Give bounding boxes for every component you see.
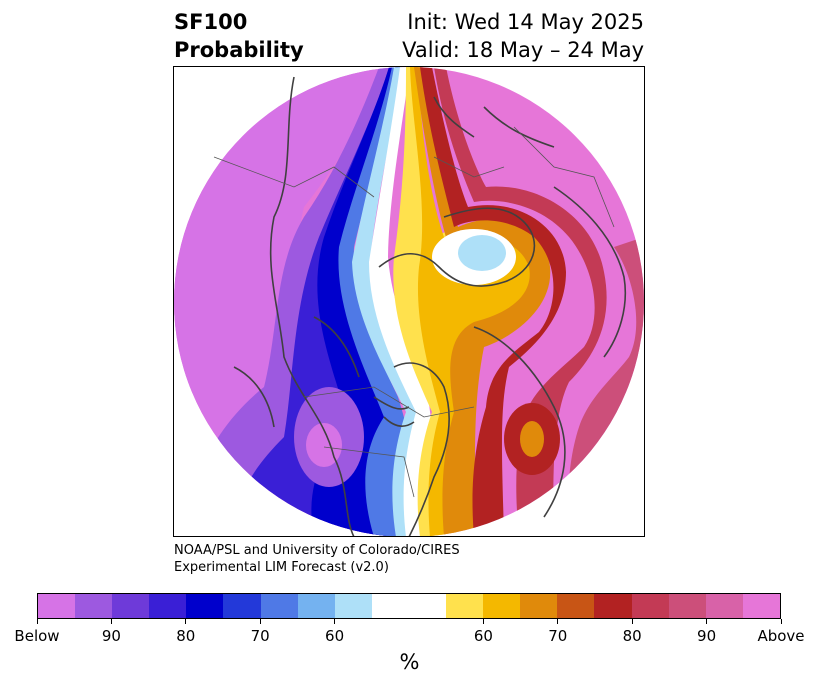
colorbar-swatch [705,594,743,618]
field-east-core [520,421,544,457]
field-above-80 [420,67,566,536]
variable-label: SF100 [174,10,248,34]
colorbar-swatch [223,594,261,618]
field-neutral [369,67,434,536]
colorbar-swatch [75,594,113,618]
colorbar-tick-label: 60 [473,627,493,645]
colorbar-tick [780,619,782,624]
map-canvas [174,67,644,536]
credit-line-1: NOAA/PSL and University of Colorado/CIRE… [174,543,460,558]
colorbar-tick-label: 80 [622,627,642,645]
colorbar-tick-label: 60 [325,627,345,645]
colorbar-swatch [483,594,521,618]
colorbar-swatch [594,594,632,618]
colorbar-unit: % [399,650,420,674]
colorbar-swatch [668,594,706,618]
field-pole-light [458,235,506,271]
colorbar-swatch [186,594,224,618]
map-title-left: SF100 Probability [174,8,304,64]
colorbar-tick [259,619,261,624]
kind-label: Probability [174,38,304,62]
colorbar-swatch [112,594,150,618]
colorbar-swatch [446,594,484,618]
colorbar-tick-label: 70 [548,627,568,645]
colorbar-tick-label: 80 [176,627,196,645]
colorbar-tick [482,619,484,624]
colorbar-swatch [371,594,409,618]
colorbar-tick [334,619,336,624]
colorbar-swatch [631,594,669,618]
field-above-85 [434,67,607,536]
valid-range: Valid: 18 May – 24 May [402,38,644,62]
colorbar-swatch [742,594,780,618]
colorbar-tick-label: 90 [697,627,717,645]
colorbar-tick-label: Below [14,627,60,645]
colorbar-tick-label: 70 [250,627,270,645]
colorbar-tick [557,619,559,624]
field-above-70 [414,67,551,536]
colorbar-swatch [520,594,558,618]
colorbar-tick-label: Above [757,627,805,645]
colorbar-swatch [408,594,447,618]
colorbar-swatch [297,594,335,618]
colorbar-tick [185,619,187,624]
probability-field [174,67,644,536]
colorbar-swatch [557,594,595,618]
credit-text: NOAA/PSL and University of Colorado/CIRE… [174,542,460,576]
init-date: Init: Wed 14 May 2025 [407,10,644,34]
field-below-light [352,67,423,536]
colorbar-tick [631,619,633,624]
colorbar-swatch [260,594,298,618]
colorbar-swatch [334,594,372,618]
colorbar-tick [110,619,112,624]
colorbar-ticks: Below 90 80 70 60 60 70 80 90 Above [0,619,819,649]
borders [213,126,615,498]
forecast-map [173,66,645,537]
map-title-right: Init: Wed 14 May 2025 Valid: 18 May – 24… [402,8,644,64]
credit-line-2: Experimental LIM Forecast (v2.0) [174,560,389,575]
colorbar-tick-label: 90 [101,627,121,645]
colorbar [37,593,781,619]
field-above-60 [410,67,537,536]
colorbar-tick [706,619,708,624]
colorbar-swatch [38,594,76,618]
colorbar-tick [36,619,38,624]
colorbar-swatch [149,594,187,618]
coastlines [233,76,627,536]
